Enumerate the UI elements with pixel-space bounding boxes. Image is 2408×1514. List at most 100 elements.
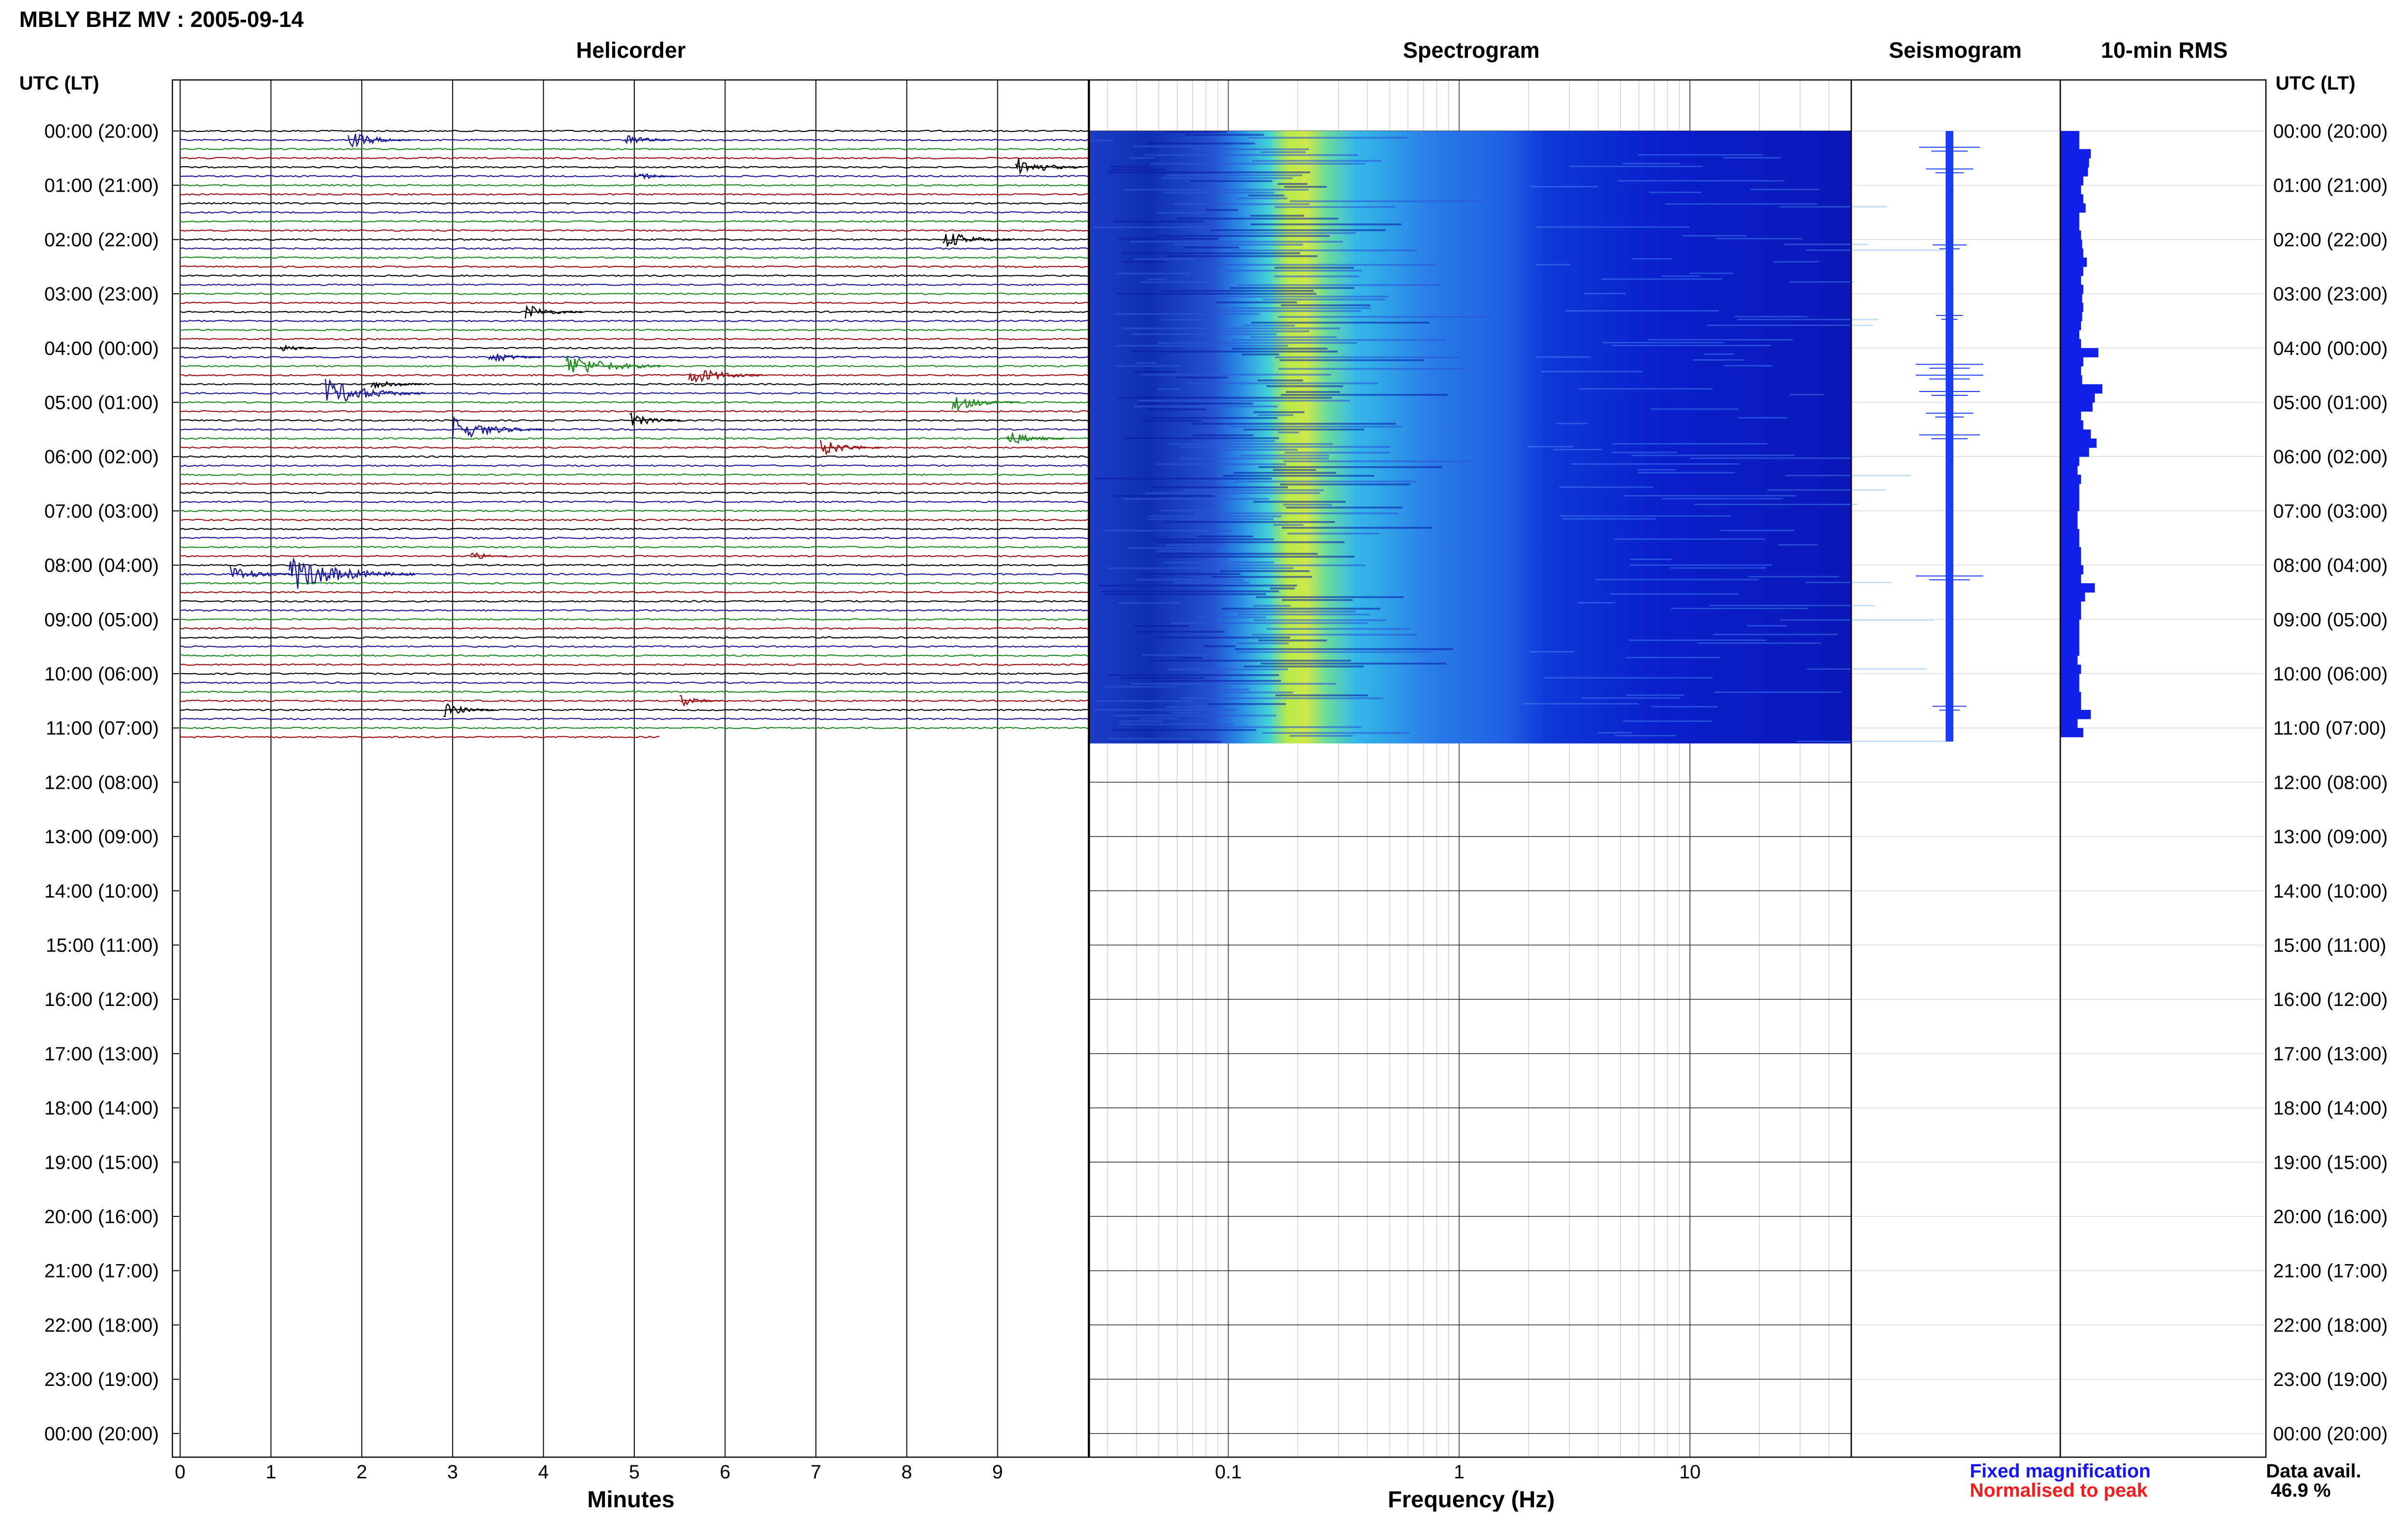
- rms-bar: [2060, 619, 2080, 629]
- spectrogram-texture: [1243, 666, 1364, 667]
- spectrogram-texture: [1192, 148, 1309, 150]
- time-tick-label-right: 10:00 (06:00): [2273, 664, 2388, 685]
- spectrogram-streak: [1778, 544, 1818, 546]
- rms-bar: [2060, 167, 2088, 177]
- spectrogram-texture: [1157, 388, 1181, 390]
- rms-bar: [2060, 375, 2082, 385]
- helicorder-event: [288, 557, 416, 589]
- time-tick-label-left: 02:00 (22:00): [44, 229, 159, 250]
- spectrogram-streak: [1569, 166, 1703, 167]
- rms-bar: [2060, 312, 2082, 321]
- seismogram-trace: [1946, 131, 1953, 742]
- spectrogram-texture: [1280, 483, 1411, 485]
- spectrogram-streak: [1623, 163, 1680, 164]
- minute-tick-label: 9: [992, 1462, 1003, 1483]
- spectrogram-texture: [1183, 489, 1324, 491]
- rms-bar: [2060, 655, 2078, 665]
- time-tick-label-right: 05:00 (01:00): [2273, 392, 2388, 414]
- spectrogram-texture: [1176, 377, 1228, 378]
- rms-bar: [2060, 357, 2083, 366]
- spectrogram-streak: [1530, 651, 1575, 653]
- spectrogram-texture: [1160, 553, 1318, 555]
- spectrogram-texture: [1190, 180, 1273, 182]
- spectrogram-texture: [1102, 530, 1232, 532]
- spectrogram-streak: [1537, 226, 1690, 228]
- time-tick-label-left: 09:00 (05:00): [44, 609, 159, 630]
- spectrogram-texture: [1230, 426, 1402, 428]
- spectrogram-texture: [1156, 550, 1200, 552]
- spectrogram-texture: [1138, 400, 1350, 402]
- spectrogram-streak: [1595, 579, 1759, 580]
- helicorder-trace: [180, 392, 1088, 395]
- time-tick-label-right: 14:00 (10:00): [2273, 881, 2388, 902]
- spectrogram-texture: [1091, 140, 1113, 142]
- spectrogram-texture: [1192, 423, 1396, 425]
- spectrogram-texture: [1118, 723, 1234, 725]
- spectrogram-texture: [1202, 692, 1293, 693]
- helicorder-trace: [180, 681, 1088, 684]
- time-tick-label-right: 23:00 (19:00): [2273, 1369, 2388, 1390]
- spectrogram-streak: [1625, 657, 1721, 658]
- spectrogram-streak: [1723, 157, 1781, 158]
- spectrogram-texture: [1221, 608, 1381, 610]
- spectrogram-texture: [1108, 738, 1189, 740]
- rms-bar: [2060, 510, 2078, 521]
- spectrogram-texture: [1151, 163, 1366, 165]
- spectrogram-streak: [1559, 486, 1654, 488]
- spectrogram-texture: [1236, 197, 1288, 199]
- spectrogram-texture: [1273, 524, 1304, 526]
- time-tick-label-left: 04:00 (00:00): [44, 338, 159, 359]
- time-tick-label-right: 13:00 (09:00): [2273, 826, 2388, 848]
- rms-bar: [2060, 583, 2095, 593]
- helicorder-event: [565, 355, 660, 374]
- spectrogram-texture: [1213, 232, 1356, 234]
- spectrogram-texture: [1218, 264, 1436, 266]
- rms-bar: [2060, 140, 2080, 150]
- spectrogram-texture: [1165, 521, 1335, 523]
- helicorder-trace: [180, 238, 1088, 241]
- panel-frames: [171, 79, 2267, 1458]
- rms-bar: [2060, 457, 2080, 466]
- spectrogram-texture: [1274, 267, 1354, 269]
- spectrogram-texture: [1125, 437, 1279, 439]
- spectrogram-texture: [1152, 486, 1288, 488]
- helicorder-trace: [180, 157, 1088, 160]
- time-tick-label-right: 00:00 (20:00): [2273, 1423, 2388, 1445]
- spectrogram-streak: [1807, 668, 1927, 670]
- panel-frame: [2059, 79, 2267, 1458]
- spectrogram-texture: [1140, 374, 1332, 376]
- time-tick-label-right: 20:00 (16:00): [2273, 1206, 2388, 1227]
- time-tick-label-right: 06:00 (02:00): [2273, 446, 2388, 468]
- helicorder-x-axis-label: Minutes: [587, 1487, 674, 1512]
- spectrogram-texture: [1153, 538, 1274, 540]
- helicorder-trace: [180, 428, 1088, 431]
- spectrogram-texture: [1115, 273, 1191, 274]
- spectrogram-texture: [1157, 342, 1357, 344]
- helicorder-trace: [180, 347, 1088, 350]
- spectrogram-streak: [1632, 258, 1673, 260]
- spectrogram-streak: [1527, 446, 1574, 447]
- spectrogram-texture: [1233, 481, 1416, 483]
- spectrogram-texture: [1142, 654, 1213, 656]
- spectrogram-streak: [1614, 538, 1766, 540]
- rms-bar: [2060, 718, 2078, 729]
- spectrogram-texture: [1152, 417, 1278, 419]
- spectrogram-streak: [1707, 325, 1873, 326]
- rms-bar: [2060, 321, 2081, 330]
- helicorder-trace: [180, 355, 1088, 359]
- spectrogram-streak: [1690, 457, 1854, 459]
- spectrogram-streak: [1689, 273, 1734, 274]
- spectrogram-streak: [1536, 356, 1591, 358]
- spectrogram-streak: [1553, 449, 1602, 450]
- spectrogram-texture: [1210, 330, 1309, 332]
- helicorder-event: [325, 378, 426, 402]
- minute-tick-label: 6: [720, 1462, 730, 1483]
- helicorder-trace: [180, 708, 1088, 711]
- spectrogram-streak: [1661, 275, 1701, 277]
- spectrogram-texture: [1134, 371, 1176, 373]
- spectrogram-texture: [1283, 504, 1332, 506]
- spectrogram-texture: [1093, 709, 1237, 711]
- spectrogram-streak: [1536, 264, 1570, 265]
- rms-bar: [2060, 601, 2081, 611]
- rms-bar: [2060, 465, 2078, 475]
